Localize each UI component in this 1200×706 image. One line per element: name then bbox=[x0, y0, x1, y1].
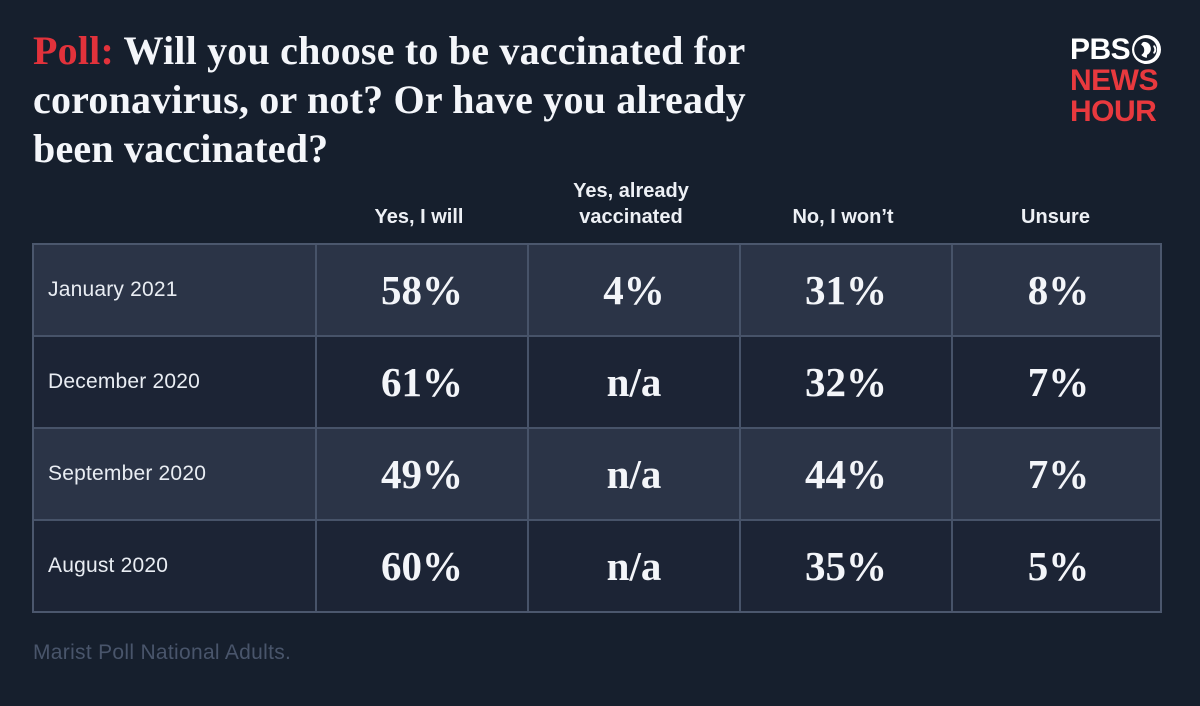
column-header-already-vaccinated: Yes, already vaccinated bbox=[573, 180, 689, 228]
column-header-yes-i-will: Yes, I will bbox=[374, 206, 464, 228]
title-prefix: Poll: bbox=[33, 28, 114, 73]
title-line2: coronavirus, or not? Or have you already bbox=[33, 77, 746, 122]
title-line3: been vaccinated? bbox=[33, 126, 329, 171]
page-title: Poll: Will you choose to be vaccinated f… bbox=[33, 26, 933, 173]
pbs-head-icon bbox=[1132, 35, 1162, 64]
pbs-logo-line: PBS bbox=[1070, 33, 1162, 66]
table-row-august-2020: August 2020 60% n/a 35% 5% bbox=[34, 519, 1160, 611]
source-attribution: Marist Poll National Adults. bbox=[33, 641, 292, 664]
table-row-september-2020: September 2020 49% n/a 44% 7% bbox=[34, 427, 1160, 519]
poll-table: January 2021 58% 4% 31% 8% December 2020… bbox=[32, 243, 1162, 613]
table-cell: 44% bbox=[739, 429, 951, 519]
table-cell: 49% bbox=[315, 429, 527, 519]
pbs-newshour-logo: PBS NEWS HOUR bbox=[1070, 33, 1162, 128]
table-cell: 4% bbox=[527, 245, 739, 335]
table-row-january-2021: January 2021 58% 4% 31% 8% bbox=[34, 245, 1160, 335]
column-header-no-i-wont: No, I won’t bbox=[792, 206, 894, 228]
row-label: December 2020 bbox=[48, 370, 201, 393]
header-spacer bbox=[32, 230, 313, 242]
table-cell: 5% bbox=[951, 521, 1164, 611]
table-cell: 8% bbox=[951, 245, 1164, 335]
news-logo-text: NEWS bbox=[1070, 64, 1159, 97]
table-cell: 58% bbox=[315, 245, 527, 335]
title-line1: Will you choose to be vaccinated for bbox=[113, 28, 746, 73]
row-label: January 2021 bbox=[48, 278, 178, 301]
row-label: September 2020 bbox=[48, 462, 207, 485]
table-header-row: Yes, I will Yes, already vaccinated No, … bbox=[32, 178, 1162, 242]
table-cell: n/a bbox=[527, 337, 739, 427]
table-cell: 7% bbox=[951, 429, 1164, 519]
hour-logo-text: HOUR bbox=[1070, 95, 1157, 128]
table-cell: 35% bbox=[739, 521, 951, 611]
table-cell: n/a bbox=[527, 429, 739, 519]
table-cell: 32% bbox=[739, 337, 951, 427]
table-cell: 61% bbox=[315, 337, 527, 427]
column-header-unsure: Unsure bbox=[1021, 206, 1090, 228]
row-label: August 2020 bbox=[48, 554, 169, 577]
pbs-logo-text: PBS bbox=[1070, 33, 1131, 66]
table-row-december-2020: December 2020 61% n/a 32% 7% bbox=[34, 335, 1160, 427]
table-cell: 7% bbox=[951, 337, 1164, 427]
table-cell: 60% bbox=[315, 521, 527, 611]
table-cell: n/a bbox=[527, 521, 739, 611]
table-cell: 31% bbox=[739, 245, 951, 335]
